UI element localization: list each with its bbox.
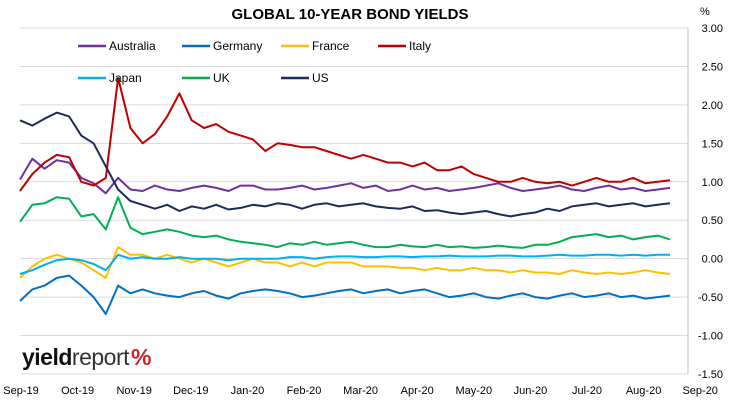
series-line-italy	[19, 77, 671, 192]
legend-label-us: US	[312, 71, 329, 85]
y-tick-label: 1.00	[702, 177, 723, 189]
y-tick-label: 2.50	[702, 61, 723, 73]
series-line-france	[19, 246, 671, 279]
logo-word-report: report	[71, 344, 130, 370]
logo-word-yield: yield	[22, 344, 72, 370]
legend-label-uk: UK	[213, 71, 230, 85]
x-tick-label: Feb-20	[287, 385, 322, 397]
x-tick-label: Jun-20	[514, 385, 548, 397]
chart-title: GLOBAL 10-YEAR BOND YIELDS	[231, 6, 469, 23]
series-line-australia	[19, 157, 671, 195]
series-line-uk	[19, 196, 671, 249]
y-tick-label: -1.50	[698, 369, 723, 381]
x-tick-label: Aug-20	[626, 385, 661, 397]
x-tick-label: Jul-20	[572, 385, 602, 397]
y-tick-label: 3.00	[702, 23, 723, 35]
y-tick-label: 2.00	[702, 100, 723, 112]
series-line-japan	[19, 253, 670, 275]
y-tick-label: 1.50	[702, 138, 723, 150]
x-tick-label: Jan-20	[231, 385, 265, 397]
y-axis-unit: %	[700, 6, 710, 18]
legend-label-italy: Italy	[409, 39, 431, 53]
y-tick-label: -0.50	[698, 292, 723, 304]
x-tick-label: Nov-19	[116, 385, 151, 397]
x-tick-label: Sep-19	[3, 385, 38, 397]
x-tick-label: Mar-20	[343, 385, 378, 397]
yieldreport-logo: yieldreport%	[22, 344, 151, 371]
series-line-us	[19, 111, 671, 218]
series-line-germany	[19, 274, 671, 315]
legend-label-japan: Japan	[109, 71, 142, 85]
legend-label-france: France	[312, 39, 350, 53]
y-tick-label: 0.50	[702, 215, 723, 227]
legend-label-australia: Australia	[109, 39, 156, 53]
x-tick-label: Dec-19	[173, 385, 208, 397]
y-tick-label: -1.00	[698, 331, 723, 343]
legend-label-germany: Germany	[213, 39, 262, 53]
logo-percent-icon: %	[131, 344, 151, 370]
x-tick-label: Sep-20	[682, 385, 717, 397]
y-tick-label: 0.00	[702, 254, 723, 266]
x-tick-label: Oct-19	[61, 385, 94, 397]
x-tick-label: May-20	[455, 385, 492, 397]
x-tick-label: Apr-20	[401, 385, 434, 397]
